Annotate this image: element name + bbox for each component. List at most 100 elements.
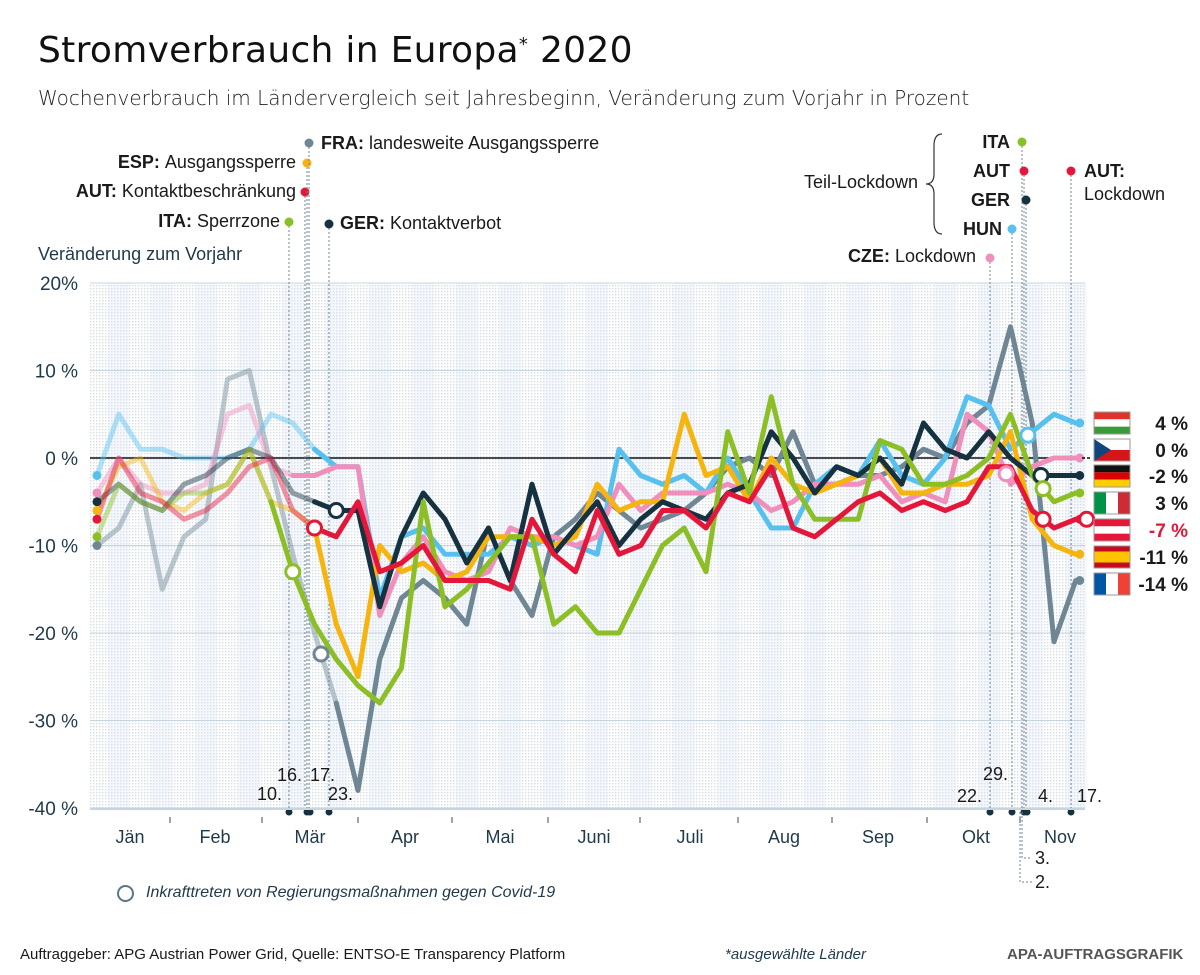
annotation-cze: CZE: Lockdown <box>848 246 976 266</box>
flag-stripe <box>1118 492 1130 514</box>
y-tick-label: 10 % <box>35 362 78 383</box>
flag-stripe <box>1094 546 1130 552</box>
event-dot <box>284 217 294 227</box>
event-line <box>1021 812 1032 859</box>
chart-subtitle: Wochenverbrauch im Ländervergleich seit … <box>38 86 970 110</box>
annotation-ita: ITA: Sperrzone <box>158 211 280 231</box>
event-marker <box>1032 467 1050 484</box>
flag-stripe <box>1106 492 1118 514</box>
flag-hun <box>1093 411 1131 435</box>
event-date-dot <box>986 808 994 816</box>
event-marker <box>997 465 1015 483</box>
annotation-ita: ITA <box>982 132 1010 152</box>
x-tick-label: Nov <box>1044 827 1076 847</box>
flag-stripe <box>1094 479 1130 487</box>
flag-stripe <box>1094 526 1130 534</box>
flag-stripe <box>1094 419 1130 427</box>
event-marker <box>284 563 302 581</box>
flag-stripe <box>1106 573 1118 595</box>
event-marker <box>1034 480 1052 498</box>
event-line <box>1019 812 1032 883</box>
legend-note: Inkrafttreten von Regierungsmaßnahmen ge… <box>146 884 556 901</box>
event-date-label: 23. <box>328 784 353 804</box>
series-start-dot <box>92 497 102 507</box>
event-date-label: 3. <box>1035 848 1050 868</box>
series-line-cze-before <box>94 403 296 496</box>
event-dot <box>1019 166 1029 176</box>
event-date-label: 16. <box>277 765 302 785</box>
series-start-dot <box>92 541 102 550</box>
series-line-esp-before <box>94 446 317 531</box>
event-marker <box>327 502 345 519</box>
end-value-label: -11 % <box>1139 548 1188 569</box>
x-tick-label: Juli <box>676 827 703 847</box>
flag-border <box>1093 411 1131 435</box>
flag-border <box>1093 491 1131 515</box>
flag-esp <box>1093 545 1131 569</box>
end-value-label: 0 % <box>1155 441 1188 462</box>
end-value-label: 3 % <box>1155 494 1188 515</box>
flag-triangle <box>1094 439 1111 461</box>
series-end-dot <box>1075 576 1085 585</box>
y-tick-label: 0 % <box>45 449 78 470</box>
annotation-esp: ESP: Ausgangssperre <box>118 152 296 172</box>
event-dot <box>1066 166 1076 176</box>
event-marker <box>1078 510 1096 528</box>
event-dot <box>304 138 314 148</box>
x-tick-label: Okt <box>962 827 990 847</box>
x-tick-label: Mär <box>295 827 326 847</box>
series-line-ger <box>312 420 1079 610</box>
annotation-aut-lockdown-text: Lockdown <box>1084 184 1165 204</box>
source-text: Auftraggeber: APG Austrian Power Grid, Q… <box>20 946 566 963</box>
event-dot <box>324 219 334 229</box>
series-line-cze <box>290 411 1079 618</box>
annotation-aut: AUT: Kontaktbeschränkung <box>76 181 296 201</box>
event-marker <box>1019 426 1037 444</box>
flag-stripe <box>1118 573 1130 595</box>
chart-title: Stromverbrauch in Europa* 2020 <box>38 30 633 71</box>
event-marker <box>306 519 323 537</box>
flag-ger <box>1093 464 1131 488</box>
flag-stripe <box>1094 472 1130 480</box>
flag-stripe <box>1094 519 1130 527</box>
series-start-dot <box>92 471 102 480</box>
annotation-ger: GER <box>971 190 1010 210</box>
flag-stripe <box>1094 573 1106 595</box>
event-date-dot <box>1023 808 1031 816</box>
event-dot <box>1017 137 1027 147</box>
flag-stripe <box>1094 551 1130 563</box>
flag-ita <box>1093 491 1131 515</box>
x-tick-label: Sep <box>862 827 894 847</box>
series-start-dot <box>92 532 102 542</box>
flag-border <box>1093 464 1131 488</box>
series-start-dot <box>92 506 102 515</box>
y-tick-label: -20 % <box>28 624 78 645</box>
flag-stripe <box>1094 492 1106 514</box>
series-line-aut-before <box>94 455 317 531</box>
event-date-dot <box>306 808 314 816</box>
series-line-aut <box>312 464 1079 592</box>
x-tick-label: Jän <box>115 827 144 847</box>
event-date-dot <box>325 808 333 816</box>
end-value-label: -7 % <box>1149 521 1188 542</box>
y-tick-label: -30 % <box>28 712 78 733</box>
annotation-hun: HUN <box>963 219 1002 239</box>
y-tick-label: 20% <box>40 274 78 295</box>
flag-aut <box>1093 518 1131 542</box>
x-tick-label: Apr <box>391 827 419 847</box>
event-date-label: 4. <box>1038 786 1053 806</box>
x-tick-label: Mai <box>485 827 514 847</box>
series-end-dot <box>1075 471 1085 480</box>
series-line-hun <box>312 394 1079 601</box>
y-tick-label: -40 % <box>28 799 78 820</box>
event-marker-legend-icon <box>117 885 134 902</box>
event-dot <box>985 253 995 263</box>
x-tick-label: Aug <box>768 827 800 847</box>
event-date-label: 17. <box>310 765 335 785</box>
event-dot <box>1007 224 1017 234</box>
flag-border <box>1093 545 1131 569</box>
flag-fra <box>1093 572 1131 596</box>
event-date-dot <box>1067 808 1075 816</box>
end-value-label: -2 % <box>1149 467 1188 488</box>
